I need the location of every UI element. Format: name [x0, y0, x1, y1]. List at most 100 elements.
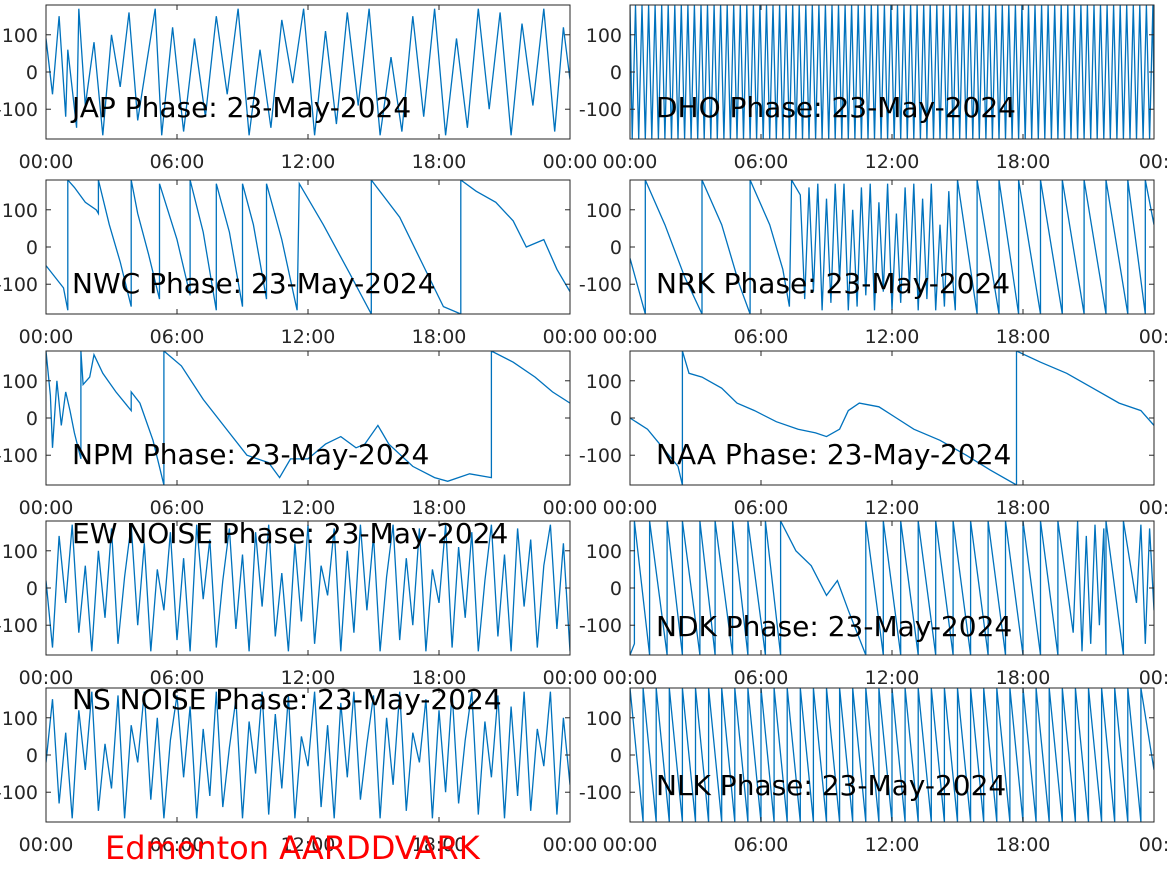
- y-tick-label: 100: [586, 25, 622, 47]
- y-tick-label: 0: [610, 408, 622, 430]
- x-tick-label: 00:: [1139, 151, 1167, 173]
- y-tick-label: 100: [586, 541, 622, 563]
- x-tick-label: 18:00: [996, 497, 1051, 519]
- panel-title: JAP Phase: 23-May-2024: [70, 91, 411, 124]
- x-tick-label: 18:00: [412, 667, 467, 689]
- x-tick-label: 00:00: [19, 326, 74, 348]
- x-tick-label: 18:00: [412, 151, 467, 173]
- phase-panel: 100 0 -100 00:00 06:00 12:00 18:00 00:00 JAP Pha…: [0, 4, 598, 173]
- x-tick-label: 12:00: [281, 497, 336, 519]
- x-tick-label: 12:00: [865, 497, 920, 519]
- x-tick-label: 06:00: [734, 151, 789, 173]
- x-tick-label: 00:: [1139, 326, 1167, 348]
- phase-panel: 100 0 -100 00:00 06:00 12:00 18:00 00:00 NS NOIS…: [0, 683, 597, 856]
- y-tick-label: 100: [2, 371, 38, 393]
- x-tick-label: 00:: [1139, 497, 1167, 519]
- x-tick-label: 00:00: [543, 326, 598, 348]
- x-tick-label: 00:00: [603, 326, 658, 348]
- y-tick-label: 0: [610, 745, 622, 767]
- x-tick-label: 00:00: [19, 497, 74, 519]
- x-tick-label: 06:00: [150, 667, 205, 689]
- x-tick-label: 12:00: [865, 667, 920, 689]
- y-tick-label: -100: [579, 782, 622, 804]
- plot-area: [46, 521, 570, 655]
- x-tick-label: 06:00: [150, 151, 205, 173]
- panel-title: NS NOISE Phase: 23-May-2024: [72, 683, 502, 716]
- y-tick-label: -100: [0, 445, 38, 467]
- panel-title: EW NOISE Phase: 23-May-2024: [72, 517, 508, 550]
- y-tick-label: 100: [2, 25, 38, 47]
- y-tick-label: 0: [26, 62, 38, 84]
- y-tick-label: 0: [26, 745, 38, 767]
- x-tick-label: 00:00: [603, 497, 658, 519]
- y-tick-label: 100: [586, 371, 622, 393]
- y-tick-label: -100: [0, 782, 38, 804]
- phase-panel: 100 0 -100 00:00 06:00 12:00 18:00 00:00 EW NOIS…: [0, 517, 597, 689]
- panel-title: NPM Phase: 23-May-2024: [72, 438, 429, 471]
- panel-title: NRK Phase: 23-May-2024: [656, 267, 1010, 300]
- x-tick-label: 00:00: [543, 834, 598, 856]
- phase-series-line: [630, 351, 1154, 485]
- phase-series-line: [46, 180, 570, 314]
- x-tick-label: 18:00: [996, 667, 1051, 689]
- y-tick-label: 0: [610, 237, 622, 259]
- phase-panel: 100 0 -100 00:00 06:00 12:00 18:00 00: DHO Phase…: [579, 4, 1167, 173]
- x-tick-label: 00:00: [19, 834, 74, 856]
- x-tick-label: 00:00: [19, 667, 74, 689]
- phase-series-line: [46, 691, 570, 819]
- x-tick-label: 00:00: [603, 667, 658, 689]
- y-tick-label: 100: [586, 708, 622, 730]
- panel-title: NLK Phase: 23-May-2024: [656, 769, 1006, 802]
- y-tick-label: -100: [579, 274, 622, 296]
- panel-title: DHO Phase: 23-May-2024: [656, 91, 1016, 124]
- x-tick-label: 12:00: [865, 834, 920, 856]
- y-tick-label: 0: [610, 62, 622, 84]
- x-tick-label: 00:00: [603, 151, 658, 173]
- phase-panel: 100 0 -100 00:00 06:00 12:00 18:00 00: NRK Phase…: [579, 179, 1167, 348]
- x-tick-label: 12:00: [865, 326, 920, 348]
- x-tick-label: 00:00: [543, 667, 598, 689]
- x-tick-label: 12:00: [281, 834, 336, 856]
- x-tick-label: 06:00: [734, 667, 789, 689]
- y-tick-label: 0: [26, 578, 38, 600]
- phase-series-line: [46, 351, 570, 485]
- phase-panel: 100 0 -100 00:00 06:00 12:00 18:00 00: NLK Phase…: [579, 687, 1167, 856]
- phase-panel: 100 0 -100 00:00 06:00 12:00 18:00 00:00 NPM Pha…: [0, 350, 598, 519]
- phase-series-line: [46, 8, 570, 136]
- x-tick-label: 18:00: [412, 497, 467, 519]
- x-tick-label: 06:00: [150, 834, 205, 856]
- y-tick-label: -100: [579, 99, 622, 121]
- x-tick-label: 00:00: [19, 151, 74, 173]
- phase-series-line: [630, 521, 1154, 655]
- panel-title: NWC Phase: 23-May-2024: [72, 267, 436, 300]
- panel-title: NDK Phase: 23-May-2024: [656, 610, 1012, 643]
- x-tick-label: 06:00: [734, 326, 789, 348]
- x-tick-label: 18:00: [412, 834, 467, 856]
- x-tick-label: 06:00: [150, 326, 205, 348]
- x-tick-label: 00:00: [543, 497, 598, 519]
- x-tick-label: 18:00: [996, 151, 1051, 173]
- x-tick-label: 00:: [1139, 834, 1167, 856]
- x-tick-label: 18:00: [996, 326, 1051, 348]
- plot-area: [46, 351, 570, 485]
- phase-panel: 100 0 -100 00:00 06:00 12:00 18:00 00: NAA Phase…: [579, 350, 1167, 519]
- x-tick-label: 06:00: [734, 834, 789, 856]
- phase-series-line: [630, 180, 1154, 314]
- phase-series-line: [630, 688, 1154, 822]
- phase-series-line: [630, 5, 1154, 139]
- y-tick-label: 100: [2, 541, 38, 563]
- y-tick-label: 0: [610, 578, 622, 600]
- y-tick-label: -100: [0, 99, 38, 121]
- x-tick-label: 00:00: [543, 151, 598, 173]
- y-tick-label: -100: [0, 615, 38, 637]
- y-tick-label: 0: [26, 237, 38, 259]
- y-tick-label: 100: [586, 200, 622, 222]
- x-tick-label: 06:00: [150, 497, 205, 519]
- x-tick-label: 12:00: [281, 326, 336, 348]
- y-tick-label: -100: [579, 445, 622, 467]
- x-tick-label: 00:00: [603, 834, 658, 856]
- y-tick-label: 100: [2, 200, 38, 222]
- x-tick-label: 00:: [1139, 667, 1167, 689]
- x-tick-label: 12:00: [281, 151, 336, 173]
- figure-caption: Edmonton AARDDVARK: [105, 829, 481, 867]
